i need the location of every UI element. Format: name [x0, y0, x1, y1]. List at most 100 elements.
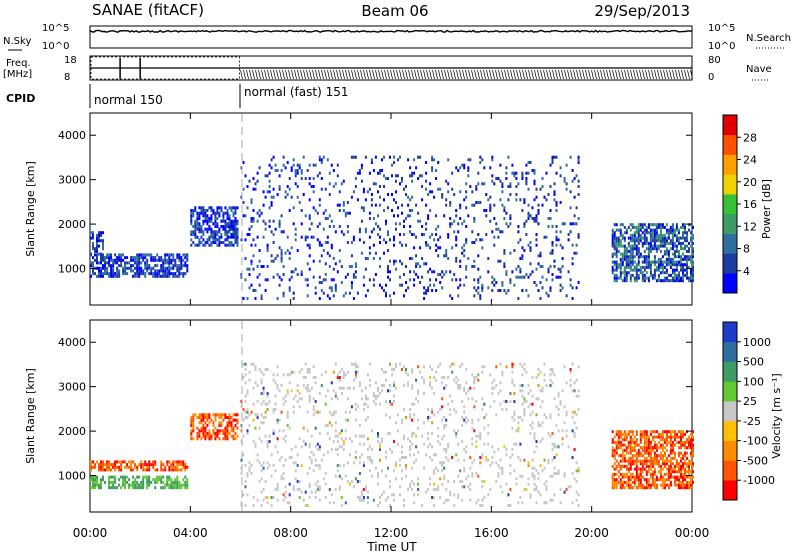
data-cell — [561, 389, 564, 393]
data-cell — [198, 413, 201, 417]
data-cell — [268, 206, 271, 210]
data-cell — [680, 459, 682, 463]
data-cell — [148, 266, 151, 270]
data-cell — [204, 227, 207, 231]
data-cell — [645, 260, 648, 264]
data-cell — [680, 435, 682, 439]
data-cell — [669, 446, 672, 450]
data-cell — [381, 389, 383, 393]
data-cell — [497, 177, 500, 180]
nave-trace-fast — [498, 69, 501, 80]
data-cell — [312, 190, 315, 194]
data-cell — [669, 257, 672, 261]
data-cell — [629, 456, 632, 460]
data-cell — [160, 463, 163, 467]
data-cell — [635, 273, 638, 277]
data-cell — [653, 268, 656, 272]
data-cell — [310, 450, 313, 454]
data-cell — [164, 272, 167, 276]
data-cell — [465, 477, 468, 481]
data-cell — [272, 378, 275, 382]
data-cell — [686, 440, 688, 444]
data-cell — [661, 265, 664, 269]
data-cell — [362, 187, 365, 191]
data-cell — [334, 182, 337, 186]
data-cell — [686, 462, 688, 466]
data-cell — [348, 453, 351, 457]
data-cell — [541, 286, 544, 290]
data-cell — [563, 421, 566, 425]
data-cell — [629, 472, 632, 476]
data-cell — [314, 482, 317, 486]
data-cell — [633, 255, 636, 259]
data-cell — [429, 267, 432, 271]
data-cell — [286, 249, 289, 252]
data-cell — [667, 478, 670, 482]
data-cell — [690, 276, 692, 280]
data-cell — [529, 493, 532, 497]
data-cell — [625, 247, 628, 251]
data-cell — [246, 206, 249, 210]
data-cell — [278, 219, 281, 223]
data-cell — [260, 211, 263, 215]
data-cell — [467, 174, 470, 178]
data-cell — [447, 480, 450, 483]
data-cell — [270, 195, 273, 199]
data-cell — [517, 225, 520, 228]
data-cell — [477, 286, 480, 290]
data-cell — [613, 478, 616, 482]
data-cell — [144, 264, 147, 268]
data-cell — [256, 265, 259, 268]
data-cell — [643, 443, 646, 447]
data-cell — [449, 225, 452, 228]
data-cell — [214, 219, 217, 223]
data-cell — [374, 203, 377, 207]
nave-trace-fast — [258, 69, 261, 80]
data-cell — [483, 496, 486, 499]
data-cell — [264, 416, 267, 419]
data-cell — [523, 275, 526, 279]
data-cell — [180, 261, 183, 265]
data-cell — [292, 158, 295, 162]
data-cell — [479, 461, 482, 465]
data-cell — [92, 480, 94, 484]
data-cell — [298, 496, 301, 499]
data-cell — [286, 392, 289, 395]
data-cell — [619, 486, 622, 490]
data-cell — [680, 456, 682, 460]
data-cell — [296, 400, 299, 403]
colorbar-swatch — [723, 174, 737, 195]
data-cell — [377, 432, 379, 435]
data-cell — [627, 265, 630, 269]
data-cell — [252, 177, 255, 180]
data-cell — [310, 222, 313, 226]
data-cell — [682, 252, 684, 256]
data-cell — [655, 475, 658, 479]
data-cell — [483, 480, 486, 483]
data-cell — [499, 230, 502, 234]
nave-trace-fast — [417, 69, 420, 80]
data-cell — [495, 281, 498, 284]
data-cell — [172, 468, 175, 472]
data-cell — [370, 474, 373, 478]
data-cell — [443, 461, 446, 465]
data-cell — [525, 182, 528, 186]
data-cell — [254, 445, 257, 449]
data-cell — [112, 264, 115, 268]
data-cell — [678, 255, 680, 259]
data-cell — [497, 289, 500, 292]
data-cell — [186, 483, 189, 487]
data-cell — [377, 214, 379, 218]
data-cell — [194, 209, 197, 212]
data-cell — [678, 464, 680, 468]
data-cell — [94, 480, 96, 484]
data-cell — [100, 460, 102, 464]
data-cell — [318, 485, 321, 489]
nave-trace-fast — [261, 69, 264, 80]
data-cell — [266, 243, 269, 247]
data-cell — [224, 233, 227, 236]
data-cell — [409, 485, 412, 489]
data-cell — [270, 230, 273, 234]
data-cell — [649, 483, 652, 487]
